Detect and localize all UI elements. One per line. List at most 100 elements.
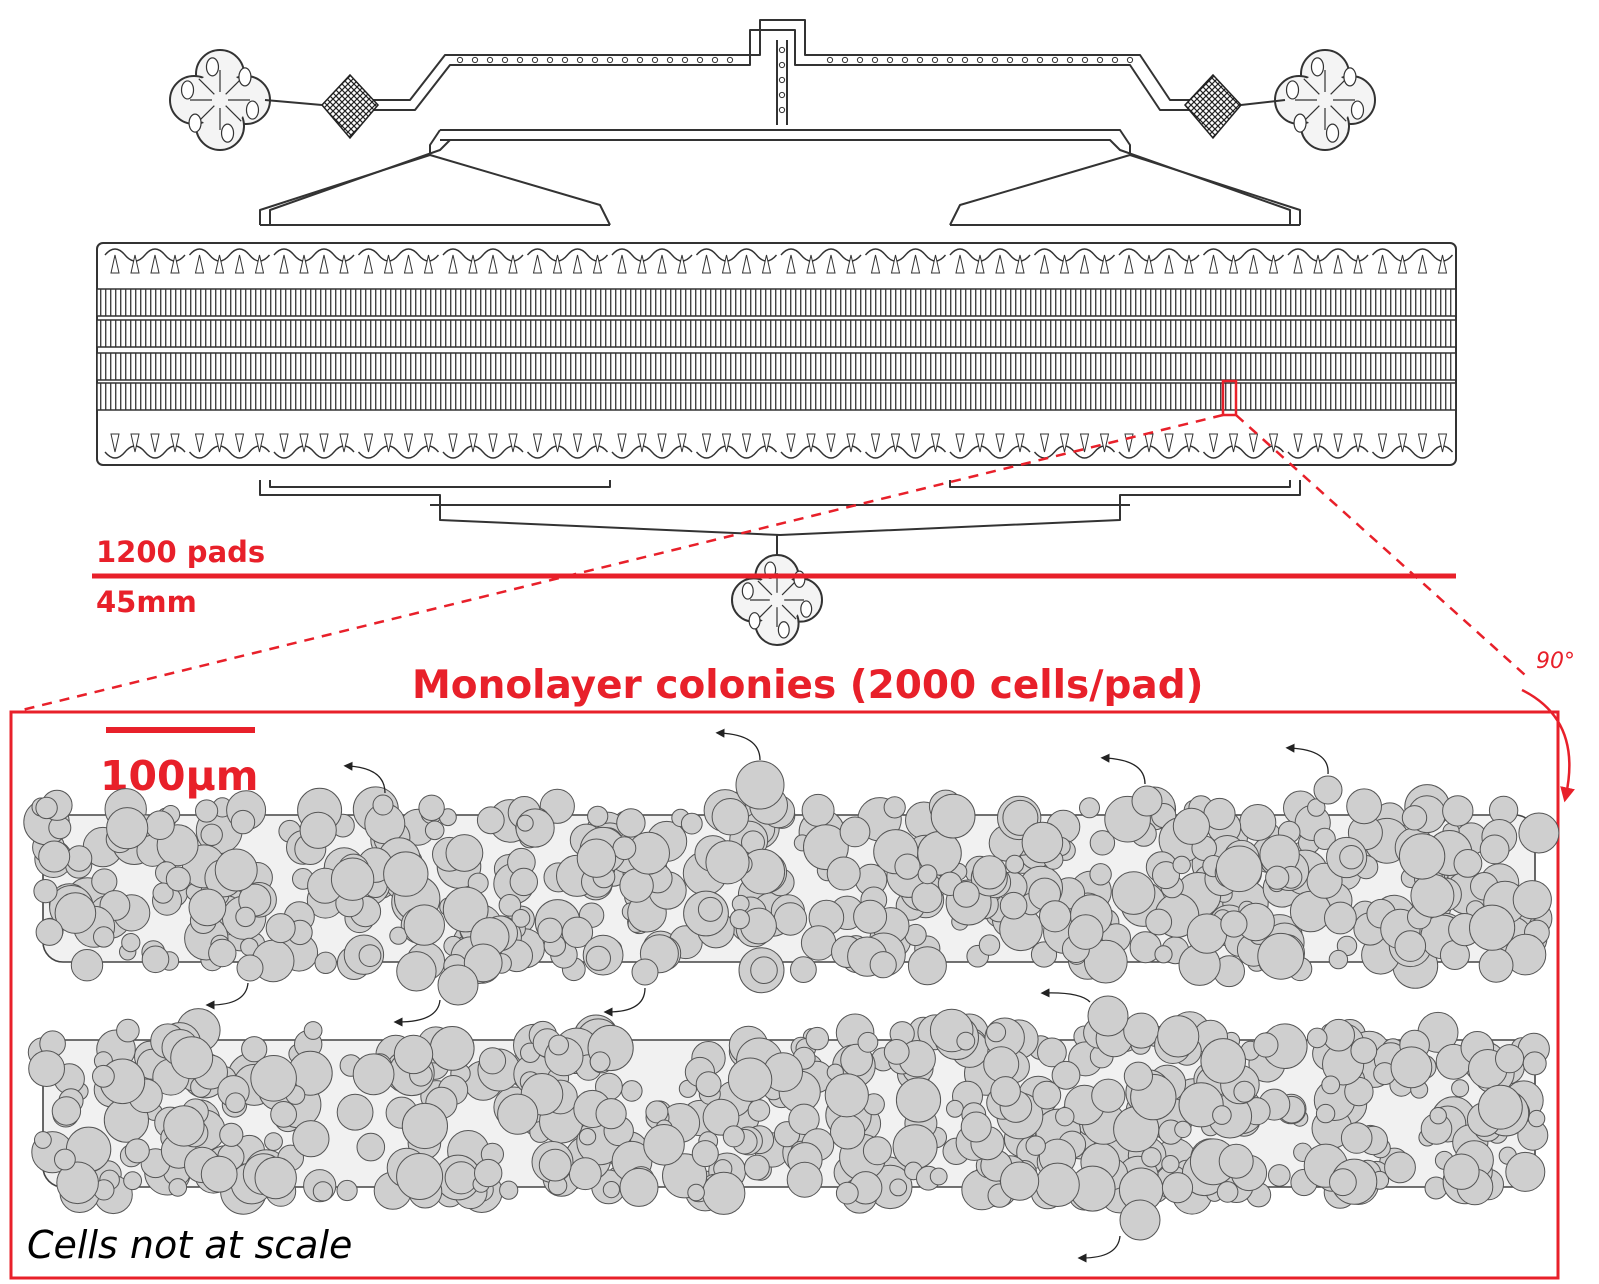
cell <box>978 934 1001 956</box>
branch-drop <box>617 433 627 453</box>
branch-drop <box>1268 433 1279 453</box>
cell <box>1479 834 1510 865</box>
cell <box>1321 1075 1341 1095</box>
port-spoke <box>225 78 242 95</box>
branch-drop <box>1099 433 1110 453</box>
port-hole <box>748 612 761 630</box>
cell <box>1161 1172 1194 1204</box>
escaping-cell <box>735 760 785 810</box>
channel-dot <box>1066 56 1074 64</box>
cell <box>188 888 227 927</box>
cell <box>241 1036 268 1063</box>
branch-drop <box>1099 254 1110 274</box>
cell <box>972 855 1007 890</box>
branch-arc <box>442 248 524 262</box>
cell <box>687 1183 705 1202</box>
branch-drop <box>1079 433 1090 453</box>
branch-drop <box>1228 433 1239 453</box>
branch-drop <box>1208 433 1219 453</box>
channel-dot <box>486 56 494 64</box>
channel-dot <box>546 56 554 64</box>
branch-bottom <box>104 433 1454 459</box>
channel-dot <box>901 56 909 64</box>
branch-drop <box>214 254 225 274</box>
inlet-dots <box>456 46 1134 114</box>
cell <box>230 809 256 835</box>
cell <box>956 1031 976 1051</box>
cell <box>330 857 375 901</box>
branch-arc <box>1287 445 1369 459</box>
branch-drop <box>1397 254 1408 274</box>
branch-drop <box>761 254 772 274</box>
cell <box>1512 880 1552 920</box>
branch-drop <box>846 254 856 274</box>
cell <box>1324 901 1357 935</box>
cell <box>691 1140 719 1168</box>
cell <box>1394 930 1427 962</box>
cell <box>1398 833 1446 880</box>
branch-drop <box>1039 433 1050 453</box>
branch-top <box>104 248 1454 274</box>
cell <box>358 944 382 967</box>
cell <box>612 836 637 861</box>
cell <box>35 796 58 820</box>
branch-drop <box>1248 433 1259 453</box>
cell <box>999 891 1028 920</box>
cell <box>1329 1168 1357 1197</box>
channel-dot <box>1006 56 1014 64</box>
cell <box>200 1155 238 1193</box>
cell <box>750 956 778 985</box>
branch-drop <box>339 433 349 453</box>
port-spoke <box>757 604 773 620</box>
cell <box>711 798 749 836</box>
cell <box>695 1071 722 1098</box>
branch-drop <box>1039 254 1050 274</box>
cell <box>352 1053 395 1096</box>
arrow-curved-icon <box>603 987 646 1017</box>
branch-drop <box>701 433 712 453</box>
escaping-cell <box>1313 775 1343 805</box>
branch-drop <box>786 433 796 453</box>
cell <box>1216 1181 1239 1203</box>
port-spoke <box>198 78 215 95</box>
cell <box>38 840 71 873</box>
cell <box>747 1099 771 1122</box>
port-flower <box>1274 49 1376 151</box>
branch-drop <box>761 433 772 453</box>
branch-drop <box>130 254 140 274</box>
channel-dot <box>1096 56 1104 64</box>
length-label: 45mm <box>96 585 197 619</box>
branch-drop <box>1208 254 1219 274</box>
branch-drop <box>1353 254 1363 274</box>
port-hole <box>800 600 813 618</box>
branch-drop <box>254 254 265 274</box>
port-spoke <box>1330 78 1347 95</box>
cell <box>163 1105 205 1147</box>
branch-arc <box>1118 248 1200 262</box>
cell <box>106 807 149 850</box>
cell <box>917 864 938 885</box>
branch-drop <box>1437 254 1448 274</box>
channel-dot <box>778 106 786 114</box>
cell <box>195 799 219 823</box>
port-hole <box>777 621 790 639</box>
cell <box>853 899 888 934</box>
branch-arc <box>611 445 693 459</box>
branch-drop <box>846 433 856 453</box>
branch-arc <box>780 248 862 262</box>
branch-drop <box>234 433 245 453</box>
rotation-label: 90° <box>1536 649 1575 674</box>
pad-row-4 <box>96 382 1457 411</box>
cell <box>1527 1109 1546 1128</box>
cell <box>839 816 871 848</box>
branch-drop <box>1184 433 1194 453</box>
cell <box>911 882 943 914</box>
branch-arc <box>357 248 440 262</box>
cell <box>929 1167 948 1186</box>
port-flowers <box>169 49 1376 647</box>
cell <box>1161 1155 1180 1174</box>
cell <box>219 1122 244 1147</box>
channel-dot <box>726 56 734 64</box>
cell <box>92 1064 115 1088</box>
cell <box>442 886 489 933</box>
